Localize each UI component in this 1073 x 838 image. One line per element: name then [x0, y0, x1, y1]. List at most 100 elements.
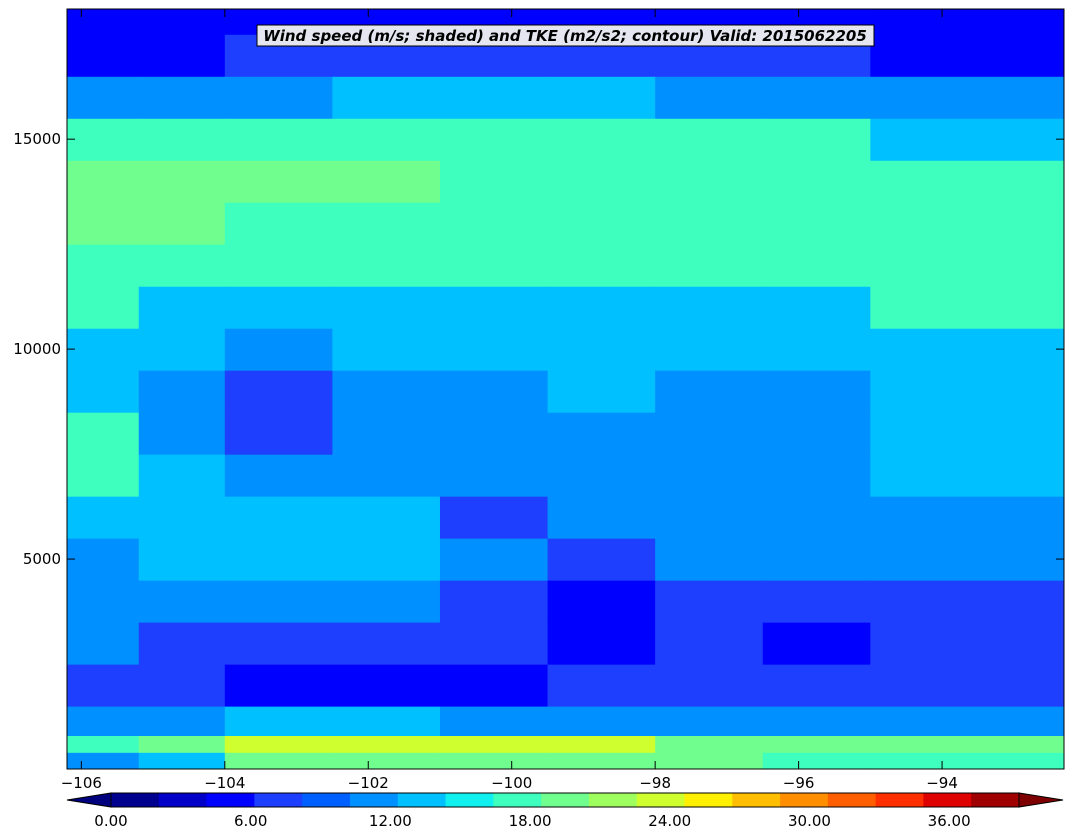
field-cell	[870, 118, 1064, 161]
x-tick-label: −98	[639, 774, 671, 792]
field-cell	[224, 328, 333, 371]
field-cell	[138, 735, 226, 753]
field-cell	[547, 580, 656, 623]
colorbar-segment	[875, 793, 924, 807]
field-cell	[870, 9, 1064, 35]
field-cell	[547, 286, 656, 329]
field-cell	[67, 244, 140, 287]
field-cell	[138, 370, 226, 413]
field-cell	[67, 202, 140, 245]
field-cell	[332, 735, 441, 753]
field-cell	[138, 706, 226, 737]
colorbar-segment	[445, 793, 494, 807]
chart-title-box	[256, 24, 875, 47]
field-cell	[224, 412, 333, 455]
field-cell	[332, 752, 441, 769]
colorbar-tick-label: 30.00	[788, 812, 831, 830]
field-cell	[762, 735, 871, 753]
colorbar-segment	[397, 793, 447, 807]
field-cell	[138, 496, 226, 539]
colorbar-segment	[254, 793, 303, 807]
field-cell	[547, 752, 656, 769]
field-cell	[138, 328, 226, 371]
colorbar-segment	[302, 793, 351, 807]
field-cell	[870, 202, 1064, 245]
field-cell	[67, 286, 140, 329]
field-cell	[870, 580, 1064, 623]
colorbar-segment	[923, 793, 972, 807]
field-cell	[655, 580, 764, 623]
field-cell	[138, 664, 226, 707]
field-cell	[655, 76, 764, 119]
colorbar-segment	[971, 793, 1020, 807]
field-cell	[332, 664, 441, 707]
field-cell	[332, 454, 441, 497]
field-cell	[67, 412, 140, 455]
field-cell	[762, 412, 871, 455]
field-cell	[439, 706, 549, 737]
field-cell	[224, 580, 333, 623]
field-cell	[67, 370, 140, 413]
field-cell	[655, 735, 764, 753]
colorbar-segment	[158, 793, 208, 807]
field-cell	[138, 752, 226, 769]
field-cell	[67, 160, 140, 203]
field-cell	[224, 496, 333, 539]
field-cell	[762, 622, 871, 665]
field-cell	[224, 735, 333, 753]
field-cell	[547, 538, 656, 581]
field-cell	[224, 202, 333, 245]
field-cell	[439, 538, 549, 581]
field-cell	[138, 76, 226, 119]
field-cell	[762, 244, 871, 287]
field-cell	[224, 622, 333, 665]
field-cell	[439, 752, 549, 769]
field-cell	[547, 735, 656, 753]
field-cell	[439, 328, 549, 371]
wind-speed-field	[67, 9, 1064, 769]
field-cell	[655, 202, 764, 245]
x-axis: −106 −104 −102 −100 −98 −96 −94	[61, 9, 958, 792]
field-cell	[67, 706, 140, 737]
field-cell	[224, 538, 333, 581]
field-cell	[655, 160, 764, 203]
y-tick-label: 15000	[13, 130, 61, 148]
field-cell	[547, 706, 656, 737]
field-cell	[547, 412, 656, 455]
x-tick-label: −94	[926, 774, 958, 792]
field-cell	[439, 735, 549, 753]
field-cell	[332, 244, 441, 287]
colorbar-tick-label: 24.00	[648, 812, 691, 830]
field-cell	[547, 202, 656, 245]
y-axis: 5000 10000 15000	[13, 130, 1064, 568]
field-cell	[332, 202, 441, 245]
field-cell	[67, 752, 140, 769]
colorbar-segment	[780, 793, 829, 807]
field-cell	[332, 160, 441, 203]
colorbar-segment	[206, 793, 255, 807]
field-cell	[67, 118, 140, 161]
field-cell	[332, 370, 441, 413]
field-cell	[870, 752, 1064, 769]
field-cell	[67, 76, 140, 119]
chart-title: Wind speed (m/s; shaded) and TKE (m2/s2;…	[256, 24, 875, 47]
x-tick-label: −106	[61, 774, 102, 792]
field-cell	[870, 496, 1064, 539]
x-tick-label: −102	[348, 774, 389, 792]
field-cell	[762, 160, 871, 203]
field-cell	[870, 735, 1064, 753]
colorbar-segment	[732, 793, 781, 807]
field-cell	[138, 118, 226, 161]
field-cell	[138, 34, 226, 77]
field-cell	[439, 622, 549, 665]
field-cell	[332, 412, 441, 455]
field-cell	[547, 454, 656, 497]
field-cell	[439, 202, 549, 245]
field-cell	[870, 370, 1064, 413]
field-cell	[67, 735, 140, 753]
y-tick-label: 10000	[13, 340, 61, 358]
field-cell	[762, 286, 871, 329]
field-cell	[67, 538, 140, 581]
field-cell	[332, 76, 441, 119]
